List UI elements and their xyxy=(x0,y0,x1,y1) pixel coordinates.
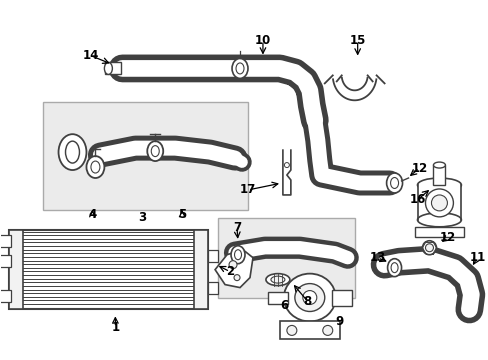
Ellipse shape xyxy=(104,62,112,75)
Text: 12: 12 xyxy=(438,231,455,244)
Ellipse shape xyxy=(417,213,461,227)
Text: 6: 6 xyxy=(279,299,287,312)
Bar xyxy=(9,230,208,310)
Ellipse shape xyxy=(151,146,159,157)
Bar xyxy=(0,235,11,247)
Ellipse shape xyxy=(387,259,401,276)
Bar xyxy=(279,321,339,339)
Bar xyxy=(218,218,354,298)
Bar xyxy=(417,185,461,220)
Ellipse shape xyxy=(234,250,241,260)
Bar xyxy=(267,292,287,303)
Polygon shape xyxy=(215,250,252,288)
Ellipse shape xyxy=(284,163,289,167)
Text: 10: 10 xyxy=(254,34,270,47)
Bar xyxy=(42,102,247,210)
Ellipse shape xyxy=(86,156,104,178)
Ellipse shape xyxy=(322,325,332,336)
Ellipse shape xyxy=(65,141,80,163)
Bar xyxy=(105,62,121,75)
Ellipse shape xyxy=(294,284,324,311)
Ellipse shape xyxy=(230,246,244,264)
Ellipse shape xyxy=(59,134,86,170)
Text: 14: 14 xyxy=(82,49,99,62)
Bar xyxy=(331,289,351,306)
Text: 8: 8 xyxy=(303,295,311,308)
Ellipse shape xyxy=(91,161,100,173)
Ellipse shape xyxy=(270,276,285,283)
Ellipse shape xyxy=(232,58,247,78)
Bar xyxy=(432,165,445,185)
Text: 16: 16 xyxy=(408,193,425,206)
Ellipse shape xyxy=(236,63,244,74)
Text: 15: 15 xyxy=(349,34,365,47)
Ellipse shape xyxy=(432,162,445,168)
Text: 17: 17 xyxy=(240,184,256,197)
Bar xyxy=(0,289,11,302)
Ellipse shape xyxy=(430,195,447,211)
Bar xyxy=(9,230,22,310)
Ellipse shape xyxy=(286,325,296,336)
Bar xyxy=(414,227,464,237)
Bar xyxy=(208,282,218,293)
Text: 3: 3 xyxy=(138,211,146,224)
Text: 9: 9 xyxy=(335,315,343,328)
Text: 11: 11 xyxy=(468,251,485,264)
Text: 7: 7 xyxy=(232,221,241,234)
Text: 4: 4 xyxy=(88,208,96,221)
Text: 12: 12 xyxy=(410,162,427,175)
Ellipse shape xyxy=(417,178,461,192)
Ellipse shape xyxy=(422,241,436,255)
Text: 2: 2 xyxy=(225,265,234,278)
Ellipse shape xyxy=(386,173,402,193)
Ellipse shape xyxy=(147,141,163,161)
Text: 5: 5 xyxy=(178,208,186,221)
Ellipse shape xyxy=(265,274,289,285)
Text: 13: 13 xyxy=(369,251,385,264)
Bar xyxy=(0,255,11,267)
Ellipse shape xyxy=(390,263,397,273)
Ellipse shape xyxy=(425,244,432,252)
Bar xyxy=(194,230,208,310)
Ellipse shape xyxy=(425,189,452,217)
Text: 1: 1 xyxy=(111,321,119,334)
Ellipse shape xyxy=(228,261,237,269)
Ellipse shape xyxy=(284,274,335,321)
Ellipse shape xyxy=(390,177,398,189)
Ellipse shape xyxy=(302,291,316,305)
Ellipse shape xyxy=(234,275,240,280)
Bar xyxy=(208,250,218,262)
